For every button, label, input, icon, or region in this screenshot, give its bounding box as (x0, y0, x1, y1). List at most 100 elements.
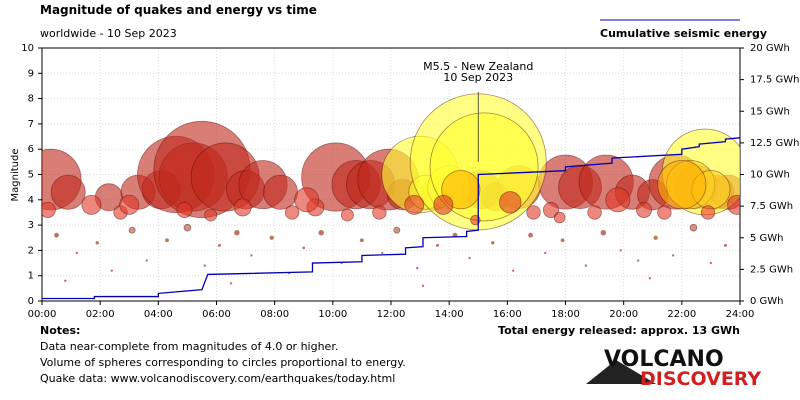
y2-tick-label: 20 GWh (750, 43, 790, 54)
y2-tick-label: 10 GWh (750, 170, 790, 181)
quake-bubble (233, 198, 252, 217)
quake-bubble (176, 201, 193, 218)
y2-tick-label: 15 GWh (750, 106, 790, 117)
energy-line (42, 137, 740, 300)
quake-bubble (81, 194, 102, 215)
y-axis-label: Magnitude (10, 149, 21, 202)
quake-bubble (526, 205, 541, 220)
quake-bubble (468, 256, 471, 260)
quake-bubble (436, 243, 440, 247)
annotation: 10 Sep 2023 (443, 71, 513, 84)
quake-bubble (165, 238, 169, 243)
quake-bubble (381, 251, 384, 255)
x-tick-label: 04:00 (144, 309, 173, 320)
legend-label: Cumulative seismic energy (600, 27, 767, 40)
quake-bubble (393, 226, 401, 234)
quake-bubble (671, 254, 675, 257)
annotation: M5.5 - New Zealand (423, 60, 533, 73)
quake-bubble (404, 194, 425, 215)
y-tick-label: 8 (28, 94, 34, 105)
quake-bubble (54, 232, 59, 238)
quake-bubble (42, 201, 56, 218)
quake-bubble (605, 187, 631, 213)
y-tick-label: 6 (28, 144, 34, 155)
x-tick-label: 18:00 (551, 309, 580, 320)
quake-bubble (340, 208, 354, 222)
quake-bubble (75, 251, 79, 255)
quake-bubble (250, 254, 253, 257)
chart-title: Magnitude of quakes and energy vs time (40, 3, 317, 17)
quake-bubble (64, 279, 67, 282)
quake-bubble (145, 259, 148, 262)
quake-bubble (587, 205, 602, 220)
x-tick-label: 22:00 (667, 309, 696, 320)
x-tick-label: 12:00 (377, 309, 406, 320)
quake-bubble (318, 229, 324, 236)
chart-subtitle: worldwide - 10 Sep 2023 (40, 27, 177, 40)
x-tick-label: 20:00 (609, 309, 638, 320)
y-tick-label: 10 (21, 43, 34, 54)
y-tick-label: 2 (28, 245, 34, 256)
quake-bubble (553, 211, 566, 224)
quake-bubble (119, 194, 140, 215)
quake-bubble (723, 243, 727, 247)
quake-bubble (204, 208, 218, 222)
quake-bubble (560, 238, 565, 243)
notes-heading: Notes: (40, 324, 80, 337)
quake-bubble (709, 261, 713, 265)
y-tick-label: 7 (28, 119, 34, 130)
quake-bubble (528, 232, 534, 238)
quake-bubble (269, 235, 274, 240)
quake-bubble (294, 187, 320, 213)
quake-bubble (95, 241, 99, 245)
y2-tick-label: 2.5 GWh (750, 264, 793, 275)
x-tick-label: 24:00 (726, 309, 755, 320)
x-tick-label: 06:00 (202, 309, 231, 320)
quake-bubble (203, 264, 207, 267)
y-tick-label: 5 (28, 170, 34, 181)
quake-bubble (511, 269, 515, 272)
quake-bubble (229, 282, 233, 285)
y2-tick-label: 17.5 GWh (750, 75, 799, 86)
quake-bubble (635, 201, 653, 218)
x-tick-label: 02:00 (86, 309, 115, 320)
y-tick-label: 3 (28, 220, 34, 231)
quake-bubble (689, 223, 698, 232)
quake-bubble (234, 229, 240, 236)
x-tick-label: 08:00 (260, 309, 289, 320)
y2-tick-label: 5 GWh (750, 233, 784, 244)
quake-bubble (128, 226, 136, 234)
note: Volume of spheres corresponding to circl… (40, 356, 406, 369)
y2-tick-label: 12.5 GWh (750, 138, 799, 149)
quake-bubble (600, 229, 607, 236)
quake-bubble (543, 251, 547, 255)
y2-tick-label: 0 GWh (750, 296, 784, 307)
logo-top: VOLCANO (604, 347, 724, 372)
quake-bubble (648, 277, 652, 280)
quake-bubble (491, 241, 495, 245)
note: Quake data: www.volcanodiscovery.com/ear… (40, 372, 395, 385)
x-tick-label: 00:00 (28, 309, 57, 320)
x-tick-label: 16:00 (493, 309, 522, 320)
quake-bubble (110, 269, 114, 272)
y-tick-label: 9 (28, 68, 34, 79)
x-tick-label: 14:00 (435, 309, 464, 320)
x-tick-label: 10:00 (318, 309, 347, 320)
quake-bubble (302, 246, 306, 250)
quake-bubble (372, 205, 387, 220)
y-tick-label: 4 (28, 195, 34, 206)
quake-bubble (263, 174, 298, 210)
quake-bubble (433, 194, 454, 215)
quake-bubble (217, 243, 221, 247)
quake-bubble (657, 205, 672, 220)
quake-bubble (700, 205, 716, 220)
quake-bubble (284, 205, 300, 220)
quake-bubble (727, 194, 740, 215)
quake-bubble (499, 191, 522, 214)
quake-bubble (360, 238, 364, 243)
y-tick-label: 0 (28, 296, 34, 307)
quake-bubble (619, 249, 622, 252)
quake-bubble (542, 201, 559, 218)
logo-bottom: DISCOVERY (640, 368, 761, 390)
